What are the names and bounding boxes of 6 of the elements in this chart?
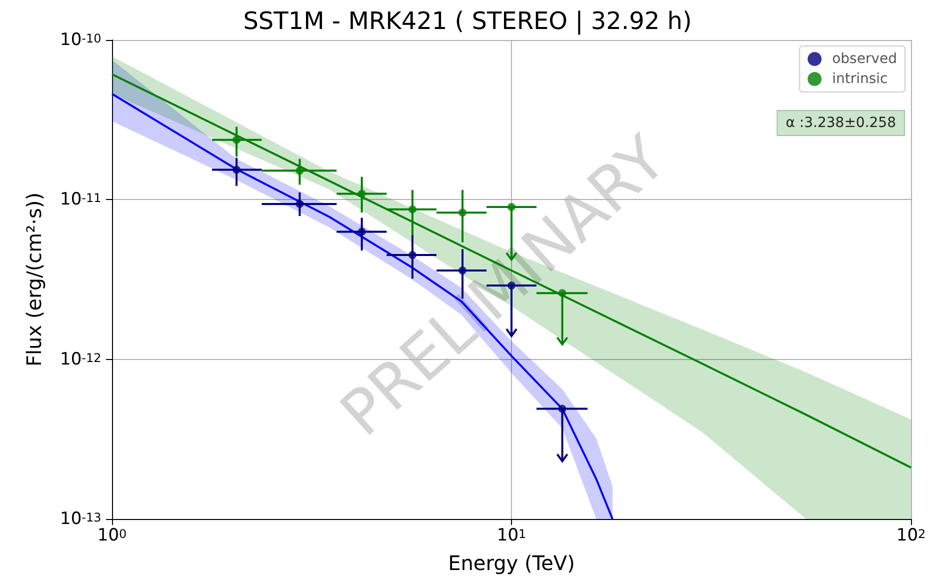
annotation: α :3.238±0.258 xyxy=(786,115,896,131)
legend-label: observed xyxy=(832,51,898,67)
x-axis-title: Energy (TeV) xyxy=(448,551,575,575)
legend-label: intrinsic xyxy=(832,71,888,87)
chart-title: SST1M - MRK421 ( STEREO | 32.92 h) xyxy=(243,7,692,35)
y-axis-title: Flux (erg/(cm²·s)) xyxy=(22,192,46,367)
